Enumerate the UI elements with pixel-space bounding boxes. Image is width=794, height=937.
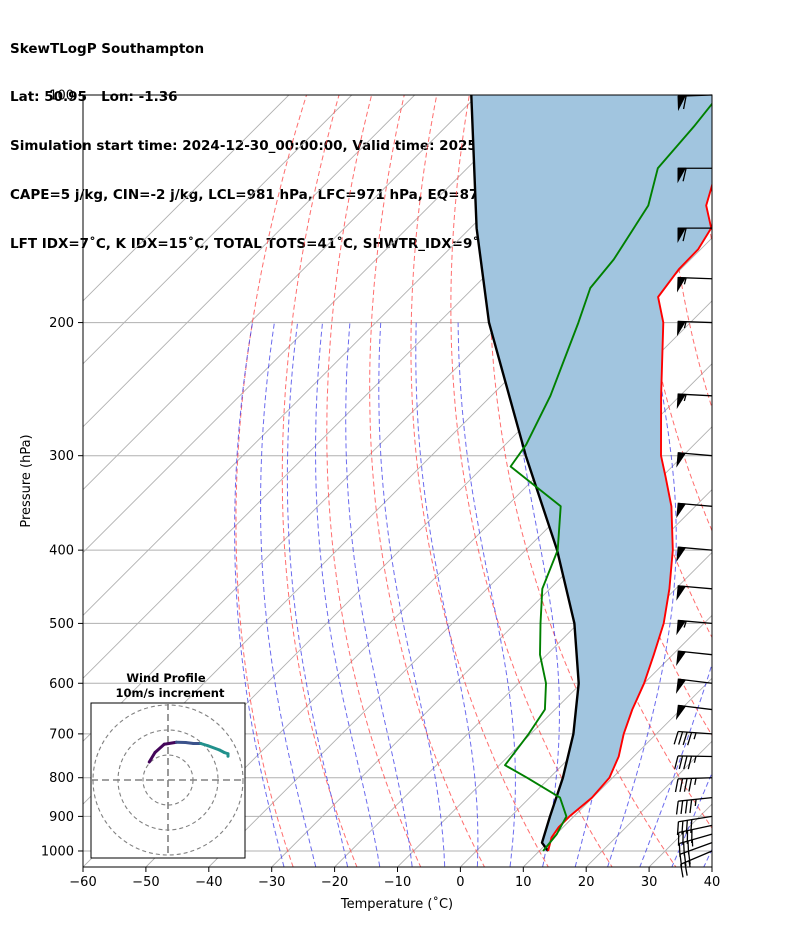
x-tick-label: −50 [132, 875, 159, 890]
moist-adiabat [378, 322, 446, 867]
y-tick-label: 900 [49, 810, 74, 825]
mixing-ratio-line [294, 683, 452, 882]
x-tick-label: −40 [195, 875, 222, 890]
y-tick-label: 600 [49, 677, 74, 692]
moist-adiabat [457, 322, 516, 867]
isotherm [396, 551, 712, 867]
moist-adiabat [728, 323, 794, 883]
y-tick-label: 700 [49, 727, 74, 742]
moist-adiabat [606, 322, 677, 867]
isotherm [83, 95, 353, 365]
y-tick-label: 800 [49, 771, 74, 786]
y-tick-label: 1000 [41, 844, 74, 859]
wind-barb [674, 755, 713, 770]
moist-adiabat [314, 322, 381, 867]
x-tick-label: 40 [704, 875, 721, 890]
cape-shading [471, 95, 712, 851]
y-tick-label: 400 [49, 544, 74, 559]
chart-title: SkewTLogP Southampton [10, 40, 205, 57]
wind-barb [677, 824, 713, 846]
y-axis-label: Pressure (hPa) [19, 434, 34, 527]
wind-barb [676, 276, 713, 293]
axes: −60 −50 −40 −30 −20 −10 0 10 20 30 40 100 200 300 400 5… [41, 89, 720, 891]
dewpoint-profile [504, 102, 712, 852]
dry-adiabat [369, 95, 486, 867]
dry-adiabat [729, 78, 794, 882]
wind-barb [673, 730, 713, 746]
wind-barb [675, 704, 713, 721]
isotherm [711, 866, 712, 867]
hodograph-subtitle: 10m/s increment [116, 686, 225, 700]
isotherm [83, 95, 290, 302]
y-tick-label: 300 [49, 449, 74, 464]
dry-adiabat [235, 95, 308, 867]
wind-barb [675, 796, 713, 815]
x-tick-label: 20 [578, 875, 595, 890]
isotherm [83, 95, 542, 554]
wind-barb [676, 585, 713, 601]
x-tick-label: 10 [515, 875, 532, 890]
y-tick-label: 100 [49, 89, 74, 104]
index-line: LFT IDX=7˚C, K IDX=15˚C, TOTAL TOTS=41˚C… [10, 236, 490, 253]
moist-adiabat [260, 322, 317, 867]
hodograph-trace [206, 744, 221, 752]
x-tick-label: −10 [384, 875, 411, 890]
isotherm [83, 95, 416, 428]
isotherm [760, 78, 794, 882]
wind-barb [676, 619, 713, 636]
moist-adiabat [415, 322, 479, 867]
dry-adiabat [410, 95, 549, 867]
isotherm [585, 740, 712, 867]
isotherm [522, 677, 712, 867]
moist-adiabat [234, 322, 285, 867]
y-tick-label: 200 [49, 316, 74, 331]
dry-adiabat [326, 95, 422, 867]
wind-barb [676, 546, 713, 563]
wind-barb [676, 393, 713, 409]
wind-barbs [673, 94, 713, 878]
moist-adiabat [345, 322, 413, 867]
hodograph-inset: Wind Profile 10m/s increment [90, 671, 246, 859]
isotherm [333, 488, 712, 867]
wind-barb [676, 452, 713, 468]
wind-barb [676, 650, 713, 666]
dry-adiabat [281, 95, 358, 867]
moist-adiabat [639, 662, 712, 867]
dry-adiabat [488, 95, 677, 867]
wind-barb [676, 320, 713, 337]
x-tick-label: 0 [456, 875, 464, 890]
profile-lines [470, 95, 712, 852]
x-tick-label: −20 [321, 875, 348, 890]
dry-adiabat [761, 78, 794, 882]
x-tick-label: −60 [69, 875, 96, 890]
isotherm [83, 95, 479, 491]
moist-adiabat [286, 322, 349, 867]
hodograph-trace [147, 751, 157, 764]
y-tick-label: 500 [49, 617, 74, 632]
x-tick-label: −30 [258, 875, 285, 890]
x-tick-label: 30 [641, 875, 658, 890]
wind-barb [677, 94, 713, 112]
hodograph-title: Wind Profile [126, 671, 206, 685]
wind-barb [677, 227, 712, 244]
wind-barb [674, 777, 713, 793]
hodograph-trace [162, 740, 178, 746]
wind-barb [676, 815, 713, 836]
wind-barb [677, 167, 712, 184]
location-line: Lat: 50.95 Lon: -1.36 [10, 89, 178, 106]
x-axis-label: Temperature (˚C) [340, 896, 453, 912]
wind-barb [676, 502, 713, 519]
wind-barb [675, 678, 713, 694]
hodograph-trace [153, 742, 166, 754]
dry-adiabat [450, 95, 613, 867]
temperature-profile [547, 182, 712, 852]
parcel-profile [470, 95, 580, 852]
moist-adiabat [671, 771, 712, 867]
